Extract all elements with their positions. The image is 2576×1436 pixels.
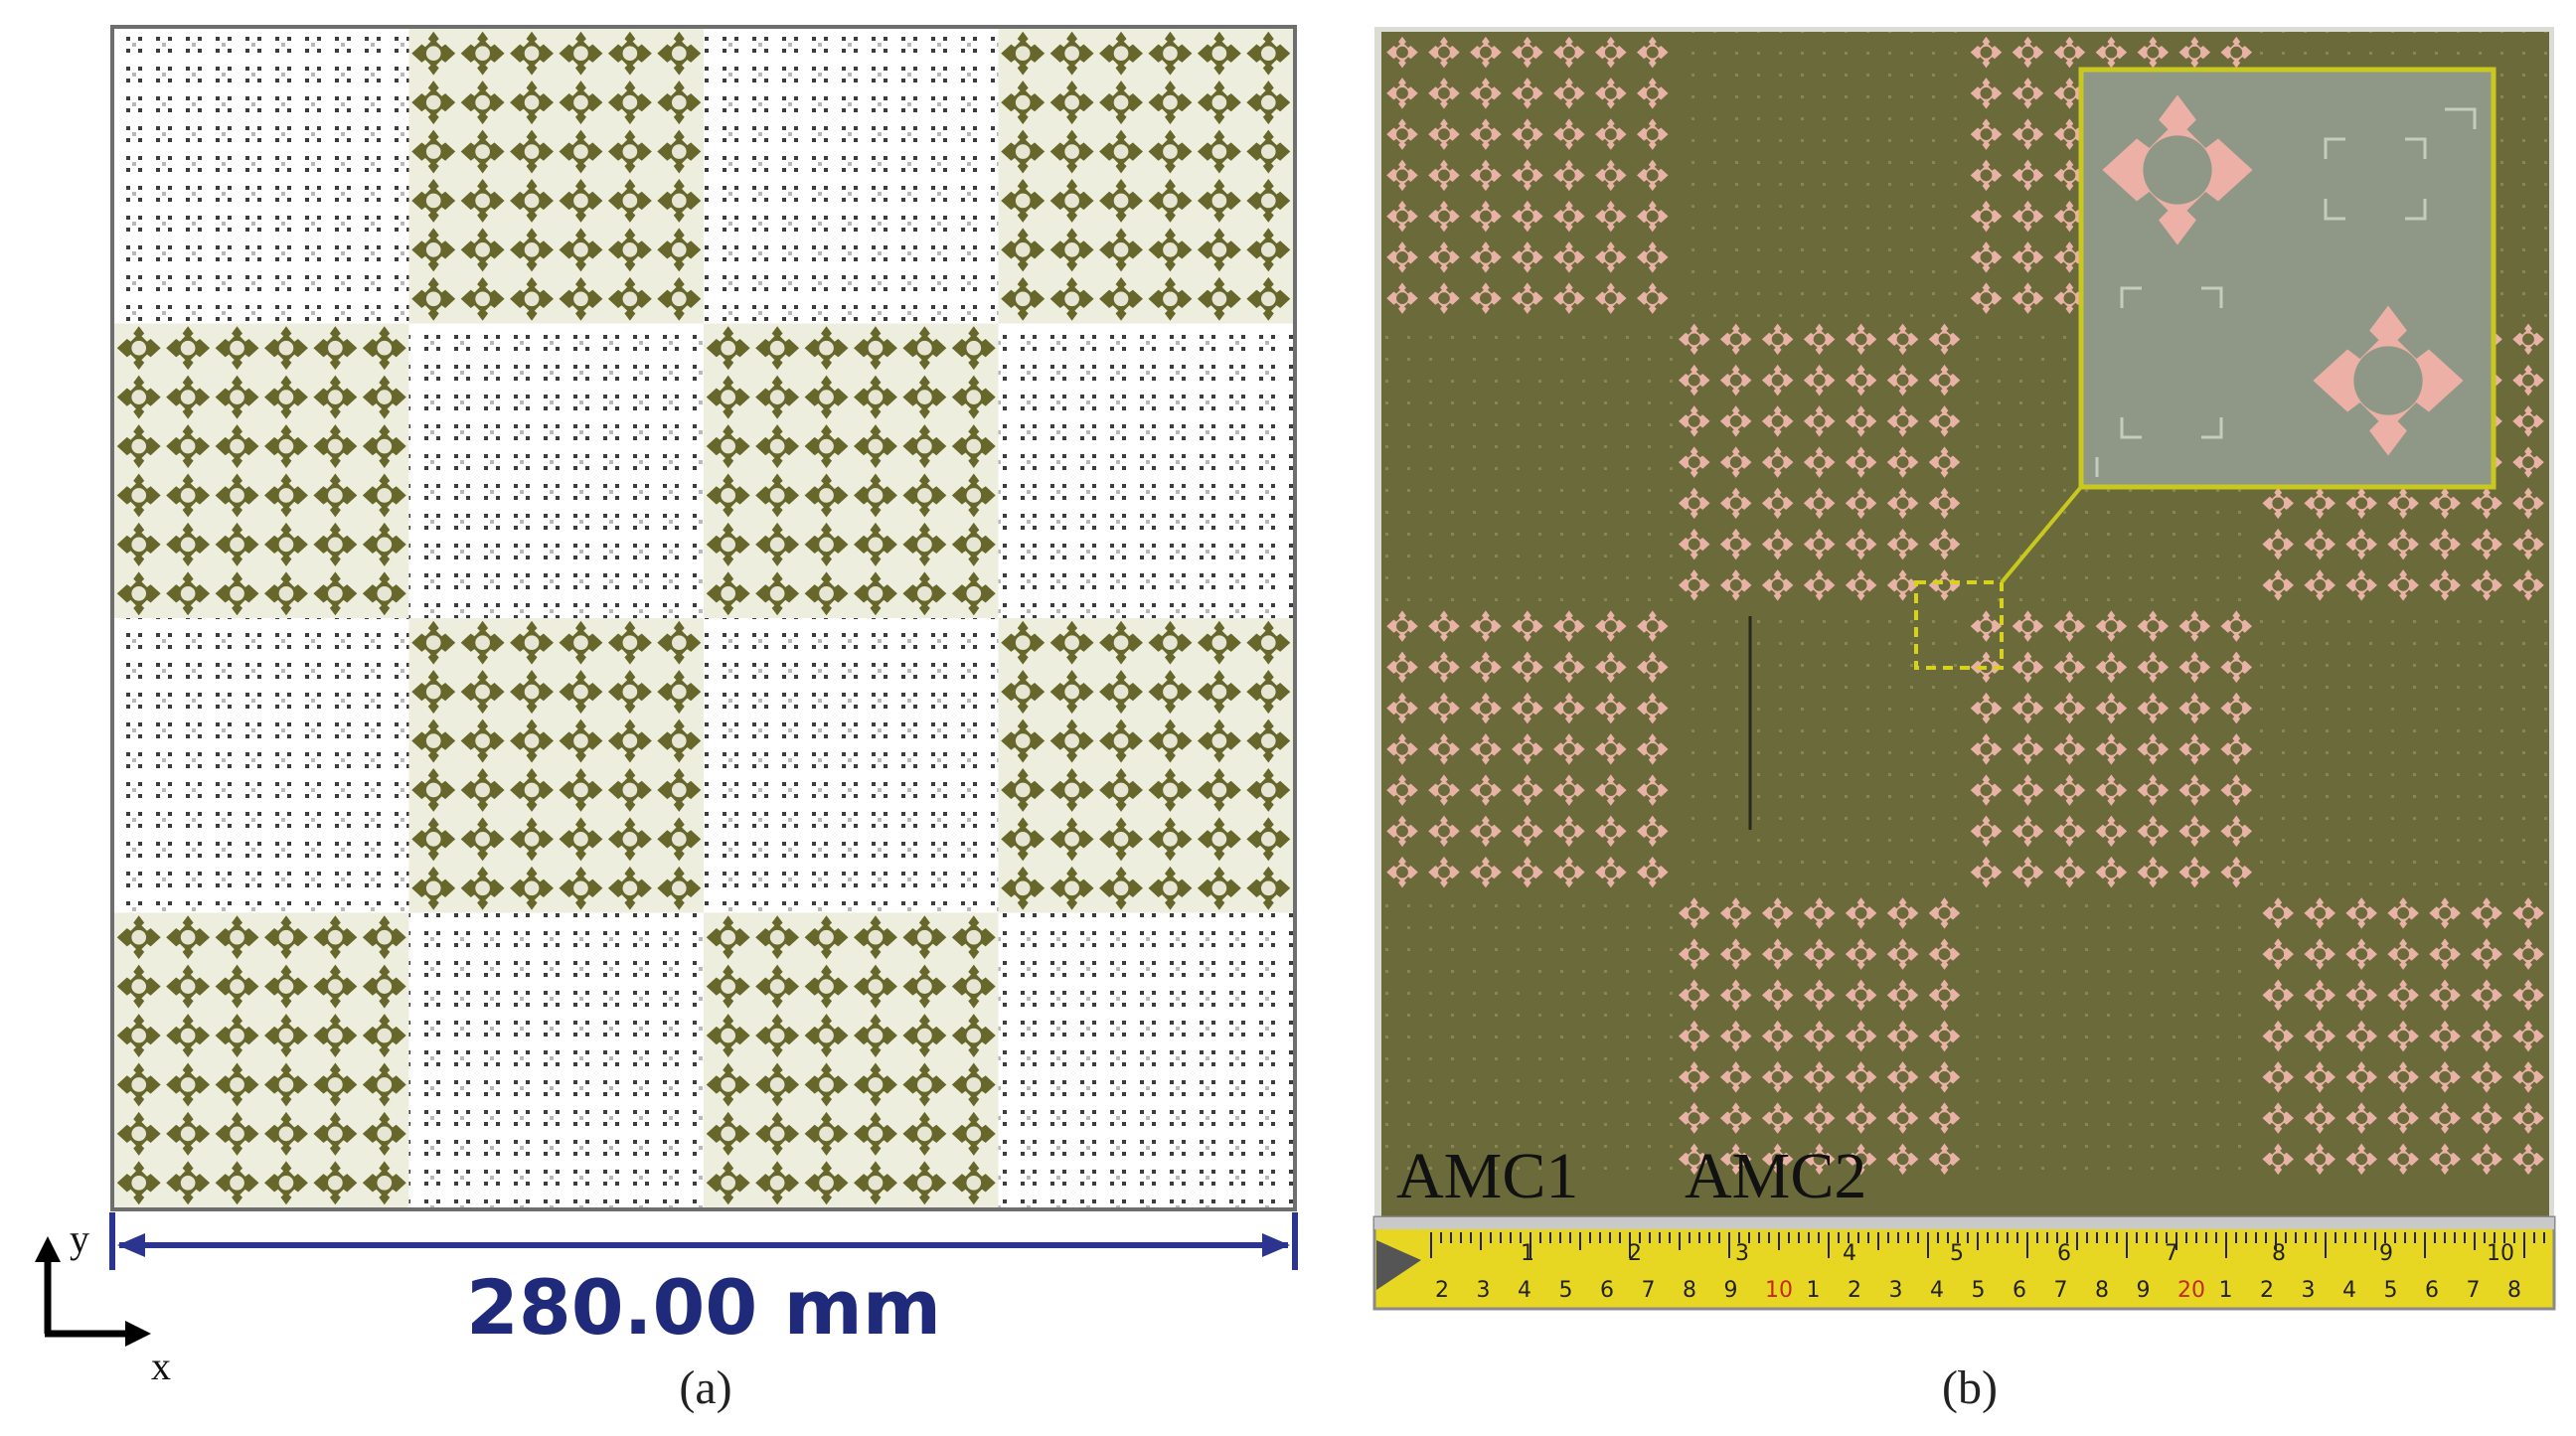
ruler-inch-label: 6 xyxy=(1600,1278,1614,1303)
ruler-inch-label: 2 xyxy=(1435,1278,1449,1303)
ruler-inch-label: 6 xyxy=(2012,1278,2026,1303)
ruler-inch-label: 4 xyxy=(1518,1278,1531,1303)
amc2-cell xyxy=(114,29,409,324)
ruler-inch-label: 3 xyxy=(2302,1278,2316,1303)
ruler-inch-label: 5 xyxy=(1559,1278,1573,1303)
amc2-cell xyxy=(1673,605,1966,893)
amc1-cell xyxy=(408,29,704,324)
ruler-inch-label: 7 xyxy=(2467,1278,2481,1303)
zoom-inset xyxy=(2078,67,2496,490)
ruler-inch-label: 7 xyxy=(2054,1278,2068,1303)
axis-y-label: y xyxy=(70,1216,89,1261)
axis-x-label: x xyxy=(151,1344,171,1388)
ruler-inch-label: 8 xyxy=(2095,1278,2109,1303)
amc1-cell xyxy=(408,618,704,913)
panel-a: 280.00 mm y x (a) xyxy=(35,25,1298,1414)
amc2-cell xyxy=(998,912,1293,1207)
panel-b: AMC1 AMC2 1 2 3 4 5 6 7 8 9 102 3 4 5 6 7 8 9 10 1 2 3 4 5 6 7 8 9… xyxy=(1372,27,2556,1414)
amc2-cell xyxy=(704,29,999,324)
panel-b-cell-grid xyxy=(1381,32,2549,1180)
ruler-inch-label: 9 xyxy=(1724,1278,1738,1303)
dimension-label: 280.00 mm xyxy=(466,1263,941,1352)
amc1-cell xyxy=(998,29,1293,324)
caption-a: (a) xyxy=(679,1361,731,1414)
ruler-inch-label: 9 xyxy=(2137,1278,2151,1303)
ruler-inch-label: 2 xyxy=(1848,1278,1861,1303)
dimension-arrow xyxy=(109,1212,1298,1270)
amc2-cell xyxy=(114,618,409,913)
ruler-inch-label: 4 xyxy=(1930,1278,1944,1303)
amc1-cell xyxy=(704,912,999,1207)
amc2-cell xyxy=(704,618,999,913)
amc1-cell xyxy=(114,912,409,1207)
amc2-cell xyxy=(998,323,1293,618)
axis-indicator xyxy=(35,1236,151,1347)
label-amc1: AMC1 xyxy=(1396,1140,1578,1212)
ruler-inch-label: 4 xyxy=(2342,1278,2356,1303)
ruler-cm-label: 5 xyxy=(1950,1241,1964,1266)
ruler-cm-label: 2 xyxy=(1628,1241,1642,1266)
ruler-cm-label: 3 xyxy=(1735,1241,1749,1266)
amc2-cell xyxy=(408,912,704,1207)
ruler-cm-label: 4 xyxy=(1843,1241,1856,1266)
ruler-inch-label: 5 xyxy=(1972,1278,1986,1303)
ruler-inch-label: 8 xyxy=(2507,1278,2521,1303)
ruler-cm-label: 7 xyxy=(2165,1241,2178,1266)
ruler-inch-label: 20 xyxy=(2177,1278,2205,1303)
ruler-inch-label: 2 xyxy=(2260,1278,2274,1303)
amc1-cell xyxy=(704,323,999,618)
measuring-tape: 1 2 3 4 5 6 7 8 9 102 3 4 5 6 7 8 9 10 1 2 3 4 5 6 7 8 9 20 1 2 3 4 5 6 7 8 xyxy=(1372,1215,2556,1311)
ruler-inch-label: 1 xyxy=(2219,1278,2233,1303)
ruler-inch-label: 7 xyxy=(1642,1278,1656,1303)
amc2-cell xyxy=(1381,318,1674,606)
ruler-cm-label: 8 xyxy=(2272,1241,2286,1266)
ruler-inch-label: 5 xyxy=(2384,1278,2398,1303)
ruler-inch-label: 8 xyxy=(1683,1278,1696,1303)
amc1-cell xyxy=(114,323,409,618)
ruler-cm-label: 10 xyxy=(2487,1241,2514,1266)
amc2-cell xyxy=(2257,605,2549,893)
amc1-cell xyxy=(998,618,1293,913)
ruler-cm-label: 6 xyxy=(2057,1241,2071,1266)
ruler-cm-label: 9 xyxy=(2379,1241,2393,1266)
zoom-selection-box xyxy=(1914,580,2004,670)
ruler-inch-label: 3 xyxy=(1477,1278,1491,1303)
panel-a-cell-grid xyxy=(114,29,1293,1207)
caption-b: (b) xyxy=(1942,1361,1998,1414)
ruler-inch-label: 1 xyxy=(1807,1278,1821,1303)
amc2-cell xyxy=(1965,892,2258,1180)
label-amc2: AMC2 xyxy=(1685,1140,1866,1212)
ruler-inch-label: 3 xyxy=(1889,1278,1903,1303)
ruler-inch-label: 10 xyxy=(1765,1278,1793,1303)
amc2-cell xyxy=(408,323,704,618)
amc2-cell xyxy=(1673,32,1966,319)
amc2-cell xyxy=(1381,892,1674,1180)
zoom-connector xyxy=(2000,485,2083,584)
ruler-cm-label: 1 xyxy=(1521,1241,1534,1266)
ruler-inch-label: 6 xyxy=(2425,1278,2439,1303)
